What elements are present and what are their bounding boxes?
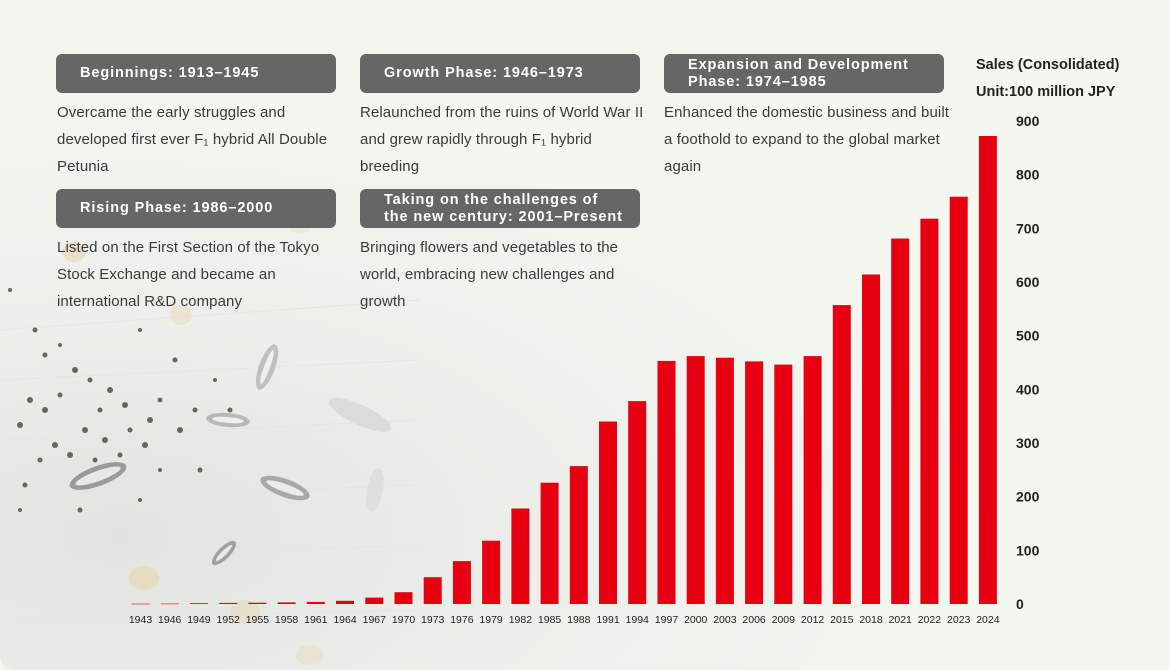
y-tick-label: 900: [1016, 113, 1040, 129]
x-tick-label: 2003: [713, 614, 737, 626]
phase-header-new-century: Taking on the challenges of the new cent…: [360, 189, 640, 228]
x-tick-label: 2006: [742, 614, 766, 626]
sales-axis-label: Sales (Consolidated) Unit:100 million JP…: [976, 52, 1119, 106]
x-tick-label: 1991: [596, 614, 620, 626]
phase-title-rising: Rising Phase: 1986–2000: [80, 200, 274, 216]
bar-1946: [160, 603, 179, 605]
bar-2022: [920, 218, 939, 604]
x-tick-label: 1988: [567, 614, 591, 626]
bar-1976: [452, 561, 471, 604]
x-tick-label: 2009: [772, 614, 796, 626]
phase-header-beginnings: Beginnings: 1913–1945: [56, 54, 336, 93]
bar-1985: [540, 482, 559, 604]
x-tick-label: 2000: [684, 614, 708, 626]
phase-title-expansion-line1: Expansion and Development: [688, 56, 909, 73]
x-tick-label: 1979: [479, 614, 503, 626]
bar-1964: [336, 600, 354, 604]
x-tick-label: 1955: [246, 614, 270, 626]
phase-title-new-century-line1: Taking on the challenges of: [384, 191, 599, 208]
bar-2006: [745, 361, 764, 604]
bar-2012: [803, 356, 822, 604]
y-tick-label: 0: [1016, 596, 1024, 612]
x-tick-label: 1967: [363, 614, 387, 626]
y-tick-label: 300: [1016, 435, 1040, 451]
bar-1949: [189, 603, 208, 604]
x-tick-label: 1997: [655, 614, 679, 626]
x-tick-label: 1943: [129, 614, 153, 626]
x-tick-label: 2021: [889, 614, 913, 626]
bar-2024: [978, 136, 997, 604]
y-tick-label: 600: [1016, 274, 1040, 290]
bar-2021: [891, 238, 910, 604]
bar-1988: [569, 466, 588, 604]
sales-label-unit: Unit:100 million JPY: [976, 84, 1116, 100]
phase-title-expansion-line2: Phase: 1974–1985: [688, 73, 827, 90]
bar-2018: [862, 274, 880, 604]
x-tick-label: 1958: [275, 614, 299, 626]
x-tick-label: 1961: [304, 614, 328, 626]
bar-1967: [365, 597, 384, 604]
bar-1973: [423, 577, 442, 604]
x-tick-label: 1946: [158, 614, 182, 626]
phase-desc-expansion: Enhanced the domestic business and built…: [664, 104, 950, 175]
x-tick-label: 1985: [538, 614, 562, 626]
x-tick-label: 2012: [801, 614, 825, 626]
bar-1961: [306, 601, 325, 604]
phase-header-rising: Rising Phase: 1986–2000: [56, 189, 336, 228]
bar-1991: [599, 421, 617, 604]
x-tick-label: 1994: [626, 614, 650, 626]
phase-desc-new-century: Bringing flowers and vegetables to the w…: [360, 239, 619, 310]
bar-1958: [277, 602, 296, 604]
bar-1997: [657, 360, 676, 604]
bar-1955: [248, 602, 267, 604]
y-tick-label: 700: [1016, 220, 1040, 236]
phase-header-expansion: Expansion and Development Phase: 1974–19…: [664, 54, 944, 93]
y-tick-label: 200: [1016, 489, 1040, 505]
bar-2009: [774, 364, 793, 604]
bar-1970: [394, 592, 413, 604]
phase-title-new-century-line2: the new century: 2001–Present: [384, 208, 623, 225]
bar-1994: [628, 401, 647, 604]
x-tick-label: 1976: [450, 614, 474, 626]
x-tick-label: 2018: [859, 614, 883, 626]
x-tick-label: 1982: [509, 614, 533, 626]
x-tick-label: 1973: [421, 614, 445, 626]
bar-2015: [832, 305, 851, 604]
x-tick-label: 2024: [976, 614, 1000, 626]
x-tick-label: 1952: [217, 614, 241, 626]
phase-title-growth: Growth Phase: 1946–1973: [384, 65, 584, 81]
phase-title-beginnings: Beginnings: 1913–1945: [80, 65, 260, 81]
sales-label-title: Sales (Consolidated): [976, 57, 1120, 73]
bar-1979: [482, 540, 501, 604]
x-tick-label: 1949: [187, 614, 211, 626]
bar-2000: [686, 356, 705, 604]
y-tick-label: 400: [1016, 381, 1040, 397]
phase-desc-growth: Relaunched from the ruins of World War I…: [360, 104, 644, 175]
x-tick-label: 2022: [918, 614, 942, 626]
x-tick-label: 2023: [947, 614, 971, 626]
x-tick-label: 1964: [333, 614, 357, 626]
bar-1952: [219, 602, 238, 604]
x-tick-label: 2015: [830, 614, 854, 626]
phase-desc-beginnings: Overcame the early struggles and develop…: [57, 104, 328, 175]
phase-header-growth: Growth Phase: 1946–1973: [360, 54, 640, 93]
bar-2023: [949, 196, 968, 604]
bar-2003: [715, 357, 734, 604]
y-tick-label: 800: [1016, 167, 1040, 183]
bar-1943: [131, 603, 150, 605]
phase-desc-rising: Listed on the First Section of the Tokyo…: [57, 239, 320, 310]
y-tick-label: 500: [1016, 328, 1040, 344]
x-tick-label: 1970: [392, 614, 416, 626]
y-tick-label: 100: [1016, 542, 1040, 558]
bar-1982: [511, 508, 530, 604]
